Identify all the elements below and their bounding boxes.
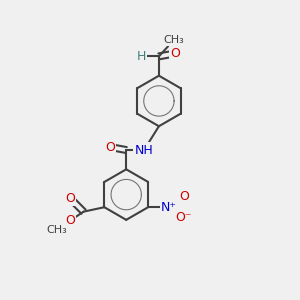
Text: O: O: [65, 214, 75, 227]
Text: O⁻: O⁻: [176, 211, 192, 224]
Text: O: O: [105, 140, 115, 154]
Text: N⁺: N⁺: [161, 201, 177, 214]
Text: O: O: [65, 192, 75, 205]
Text: NH: NH: [135, 143, 153, 157]
Text: CH₃: CH₃: [46, 224, 67, 235]
Text: O: O: [170, 47, 180, 60]
Text: H: H: [136, 50, 146, 63]
Text: O: O: [179, 190, 189, 203]
Text: CH₃: CH₃: [164, 35, 184, 45]
